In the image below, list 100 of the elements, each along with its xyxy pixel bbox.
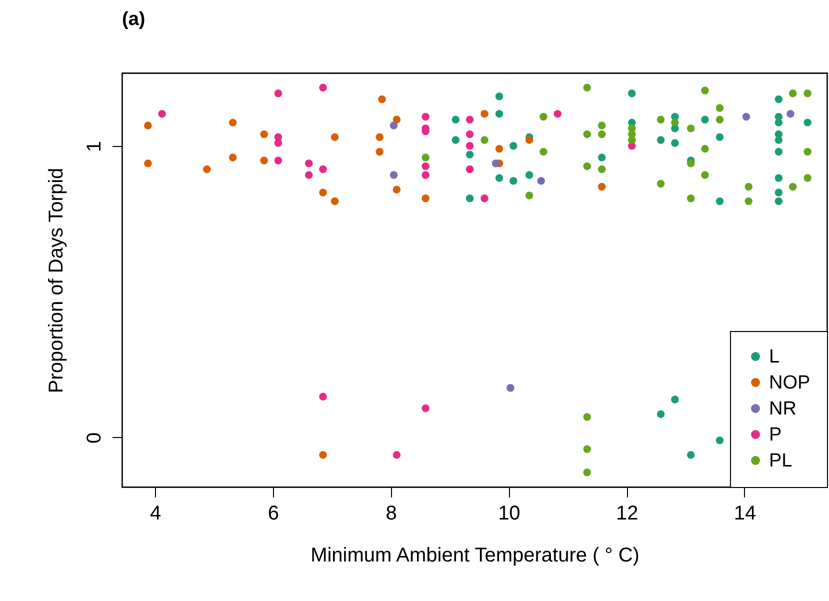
point bbox=[422, 154, 430, 162]
point bbox=[319, 392, 327, 400]
point bbox=[686, 160, 695, 168]
point bbox=[554, 110, 562, 118]
point bbox=[422, 194, 430, 202]
point bbox=[392, 186, 401, 194]
point bbox=[466, 142, 474, 150]
point bbox=[804, 148, 812, 156]
point bbox=[228, 118, 237, 126]
point bbox=[452, 116, 460, 124]
point bbox=[716, 436, 724, 444]
point bbox=[274, 90, 282, 98]
x-tick-label: 6 bbox=[268, 502, 279, 524]
point bbox=[422, 171, 430, 179]
point bbox=[774, 188, 783, 196]
point bbox=[480, 110, 488, 118]
point bbox=[774, 197, 783, 206]
point bbox=[506, 384, 514, 392]
y-tick-label: 0 bbox=[84, 432, 106, 444]
point bbox=[583, 84, 591, 92]
point bbox=[510, 142, 518, 150]
point bbox=[390, 122, 398, 130]
point bbox=[744, 182, 752, 191]
point bbox=[466, 194, 474, 202]
point bbox=[598, 122, 606, 130]
point bbox=[376, 148, 384, 156]
point bbox=[656, 410, 665, 418]
point bbox=[330, 133, 339, 142]
legend-label: NR bbox=[769, 398, 796, 420]
point bbox=[392, 116, 401, 124]
point bbox=[671, 118, 679, 126]
point bbox=[742, 112, 750, 121]
point bbox=[788, 182, 797, 191]
point bbox=[274, 139, 282, 147]
point bbox=[480, 194, 488, 202]
point bbox=[656, 180, 665, 188]
point bbox=[804, 118, 812, 126]
point bbox=[804, 174, 812, 182]
point bbox=[466, 165, 474, 174]
point bbox=[701, 116, 709, 124]
point bbox=[701, 171, 709, 179]
point bbox=[466, 150, 474, 158]
point bbox=[319, 84, 327, 92]
point bbox=[304, 171, 313, 179]
point bbox=[495, 92, 504, 100]
point bbox=[274, 156, 282, 164]
point bbox=[774, 118, 783, 126]
legend-label: NOP bbox=[769, 372, 810, 394]
x-tick-label: 8 bbox=[386, 502, 397, 524]
point bbox=[495, 144, 504, 153]
point bbox=[671, 396, 679, 404]
point bbox=[598, 154, 606, 162]
point bbox=[774, 95, 783, 104]
point bbox=[656, 136, 665, 144]
point bbox=[466, 130, 474, 138]
point bbox=[583, 130, 591, 138]
point bbox=[540, 112, 548, 121]
legend-label: PL bbox=[769, 450, 792, 472]
point bbox=[583, 162, 591, 170]
point bbox=[716, 197, 724, 206]
point bbox=[319, 188, 327, 196]
point bbox=[537, 177, 545, 185]
point bbox=[774, 136, 783, 144]
point bbox=[804, 90, 812, 98]
point bbox=[144, 160, 152, 168]
point bbox=[598, 165, 606, 174]
point bbox=[671, 139, 679, 147]
point bbox=[598, 130, 606, 138]
point bbox=[422, 112, 430, 121]
point bbox=[628, 136, 636, 144]
point bbox=[686, 194, 695, 202]
point bbox=[583, 468, 591, 476]
point bbox=[510, 177, 518, 185]
legend-label: L bbox=[769, 346, 780, 368]
point bbox=[716, 104, 724, 112]
y-tick-label: 1 bbox=[84, 140, 106, 152]
point bbox=[228, 154, 237, 162]
point bbox=[144, 122, 152, 130]
point bbox=[330, 197, 339, 206]
point bbox=[744, 197, 752, 206]
point bbox=[525, 136, 534, 144]
point bbox=[378, 95, 386, 104]
point bbox=[319, 165, 327, 174]
y-axis-title: Proportion of Days Torpid bbox=[46, 168, 68, 394]
point bbox=[774, 174, 783, 182]
point bbox=[466, 116, 474, 124]
point bbox=[319, 451, 327, 459]
point bbox=[583, 445, 591, 453]
point bbox=[598, 182, 606, 191]
point bbox=[628, 90, 636, 98]
point bbox=[786, 110, 794, 118]
point bbox=[376, 133, 384, 142]
point bbox=[422, 162, 430, 170]
point bbox=[701, 86, 709, 94]
point bbox=[525, 192, 534, 200]
point bbox=[583, 413, 591, 421]
point bbox=[774, 148, 783, 156]
point bbox=[686, 124, 695, 132]
x-tick-label: 14 bbox=[734, 502, 756, 524]
x-tick-label: 12 bbox=[616, 502, 638, 524]
